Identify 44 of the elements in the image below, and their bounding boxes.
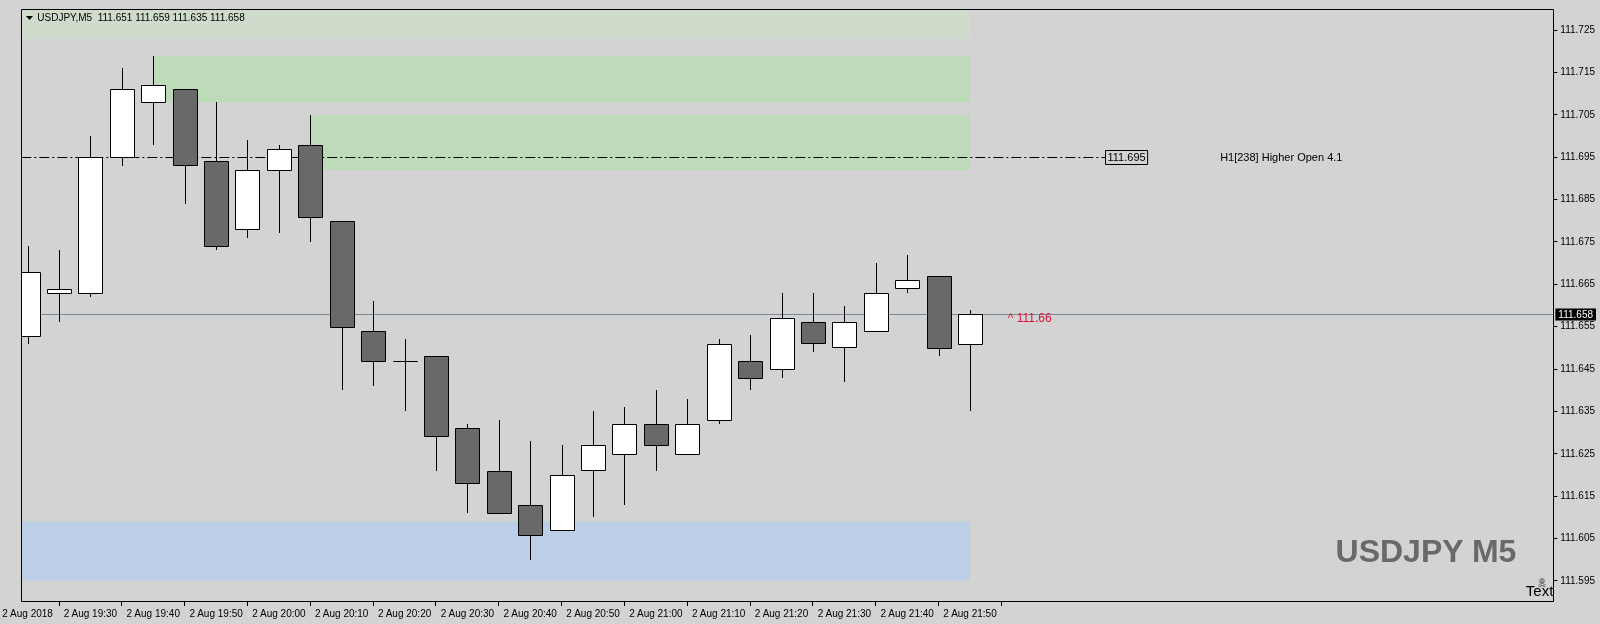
candlestick — [801, 292, 826, 353]
candlestick — [47, 249, 72, 323]
y-tick-label: 111.705 — [1560, 108, 1596, 120]
annotation: H1[238] Higher Open 4.1 — [1220, 150, 1343, 163]
ref-line-label: 111.695 — [1107, 151, 1146, 164]
y-tick-label: 111.625 — [1560, 447, 1596, 459]
y-tick-label: 111.715 — [1560, 66, 1596, 78]
y-tick-label: 111.695 — [1560, 151, 1596, 162]
ref-line-label: 111.658 — [1558, 308, 1594, 320]
candlestick — [393, 338, 418, 412]
x-tick-label: 2 Aug 20:40 — [503, 607, 558, 619]
x-tick-label: 2 Aug 20:30 — [440, 607, 495, 619]
y-tick-label: 111.645 — [1560, 362, 1596, 374]
y-tick-label: 111.615 — [1560, 489, 1596, 501]
annotation: Text — [1525, 582, 1555, 599]
x-tick-label: 2 Aug 19:40 — [126, 607, 181, 619]
x-tick-label: 2 Aug 21:00 — [629, 607, 684, 619]
annotation: USDJPY M5 — [1335, 533, 1517, 569]
chart-title: USDJPY,M5 111.651 111.659 111.635 111.658 — [37, 11, 246, 23]
x-tick-label: 2 Aug 20:00 — [252, 607, 307, 619]
x-tick-label: 2 Aug 19:30 — [63, 607, 118, 619]
x-tick-label: 2 Aug 20:10 — [315, 607, 369, 619]
x-tick-label: 2 Aug 19:50 — [189, 607, 244, 619]
x-tick-label: 2 Aug 21:20 — [754, 607, 809, 619]
candlestick — [644, 389, 669, 472]
x-tick-label: 2 Aug 21:40 — [880, 607, 935, 619]
y-tick-label: 111.655 — [1560, 320, 1596, 332]
y-tick-label: 111.685 — [1560, 193, 1596, 205]
candlestick — [141, 55, 166, 146]
candlestick — [738, 334, 763, 391]
x-tick-label: 2 Aug 21:50 — [943, 607, 998, 619]
x-tick-label: 2 Aug 21:30 — [817, 607, 872, 619]
y-tick-label: 111.605 — [1560, 532, 1596, 544]
y-tick-label: 111.635 — [1560, 405, 1596, 417]
y-tick-label: 111.595 — [1560, 574, 1596, 586]
annotation: ^ 111.66 — [1007, 310, 1052, 325]
candlestick — [895, 254, 920, 294]
x-tick-label: 2 Aug 20:50 — [566, 607, 621, 619]
x-tick-label: 2 Aug 21:10 — [692, 607, 746, 619]
y-tick-label: 111.725 — [1560, 23, 1596, 35]
y-tick-label: 111.675 — [1560, 235, 1596, 247]
x-tick-label: 2 Aug 2018 — [2, 607, 54, 619]
y-tick-label: 111.665 — [1560, 278, 1596, 290]
x-tick-label: 2 Aug 20:20 — [377, 607, 432, 619]
